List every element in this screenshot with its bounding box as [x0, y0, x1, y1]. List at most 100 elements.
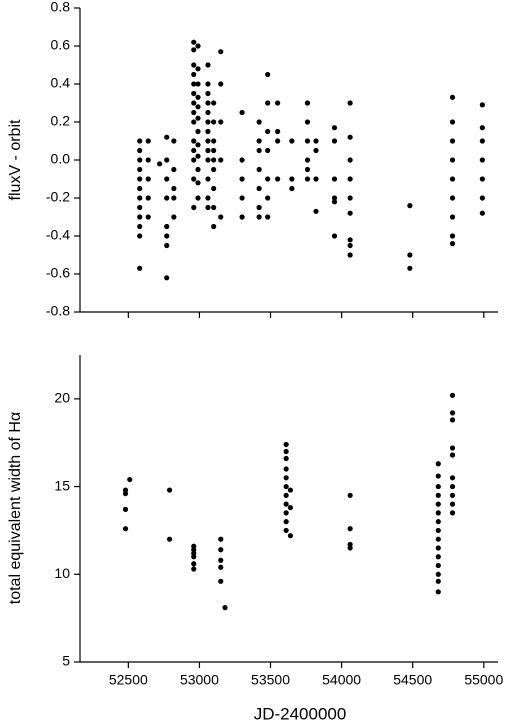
point	[449, 241, 456, 247]
point	[171, 138, 177, 144]
point	[195, 180, 201, 186]
point	[218, 49, 224, 55]
point	[256, 185, 262, 192]
x-tick-label: 55000	[464, 672, 503, 688]
point	[347, 195, 353, 201]
point	[205, 147, 211, 154]
point	[137, 204, 143, 211]
point	[157, 161, 163, 167]
point	[137, 157, 143, 163]
point	[137, 176, 143, 182]
point	[211, 119, 217, 125]
point	[479, 195, 485, 201]
point	[195, 115, 201, 121]
point	[449, 392, 456, 398]
point	[331, 176, 338, 182]
point	[479, 138, 485, 144]
point	[218, 157, 224, 163]
point	[289, 185, 295, 192]
point	[137, 185, 143, 192]
point	[435, 554, 441, 560]
point	[407, 203, 413, 209]
point	[435, 562, 441, 569]
point	[122, 506, 129, 512]
point	[449, 94, 456, 100]
point	[304, 166, 311, 173]
point	[191, 100, 197, 106]
point	[211, 185, 217, 192]
x-axis-label: JD-2400000	[254, 704, 347, 723]
point	[435, 527, 441, 534]
point	[407, 265, 413, 271]
point	[166, 487, 173, 493]
point	[289, 176, 295, 182]
point	[195, 94, 201, 100]
point	[347, 252, 353, 258]
x-tick-label: 54500	[393, 672, 432, 688]
point	[449, 483, 456, 490]
point	[164, 157, 170, 163]
x-tick-label: 52500	[109, 672, 148, 688]
point	[347, 242, 353, 249]
point	[283, 455, 289, 462]
y-tick-label: 20	[54, 390, 70, 406]
point	[211, 204, 217, 211]
point	[145, 214, 151, 220]
point	[435, 461, 441, 467]
point	[449, 157, 456, 163]
point	[211, 147, 217, 154]
point	[137, 223, 143, 230]
point	[449, 492, 456, 498]
point	[449, 233, 456, 239]
point	[275, 100, 281, 106]
point	[449, 475, 456, 481]
point	[313, 176, 319, 182]
point	[479, 125, 485, 131]
point	[211, 100, 217, 106]
point	[479, 210, 485, 216]
point	[205, 157, 211, 163]
point	[191, 119, 197, 125]
point	[347, 134, 353, 140]
point	[256, 119, 262, 125]
point	[331, 199, 338, 205]
point	[191, 39, 197, 45]
point	[435, 483, 441, 490]
point	[211, 166, 217, 173]
point	[205, 109, 211, 116]
point	[275, 176, 281, 182]
x-tick-label: 53500	[251, 672, 290, 688]
point	[205, 81, 211, 87]
point	[331, 138, 338, 144]
point	[205, 90, 211, 97]
point	[191, 138, 197, 144]
point	[435, 589, 441, 595]
point	[479, 176, 485, 182]
y-tick-label: 0.6	[51, 37, 71, 53]
point	[205, 119, 211, 125]
point	[256, 138, 262, 144]
point	[331, 125, 338, 131]
point	[435, 545, 441, 551]
point	[195, 142, 201, 148]
point	[171, 195, 177, 201]
point	[171, 166, 177, 173]
point	[435, 571, 441, 577]
point	[211, 138, 217, 144]
point	[449, 417, 456, 423]
point	[283, 510, 289, 516]
point	[265, 71, 271, 78]
point	[191, 561, 197, 567]
point	[171, 214, 177, 220]
y-tick-label: 5	[62, 653, 70, 669]
point	[283, 448, 289, 455]
point	[195, 195, 201, 201]
point	[191, 81, 197, 87]
point	[256, 204, 262, 211]
point	[218, 536, 224, 542]
point	[137, 147, 143, 154]
point	[191, 109, 197, 116]
point	[191, 71, 197, 78]
point	[145, 157, 151, 163]
